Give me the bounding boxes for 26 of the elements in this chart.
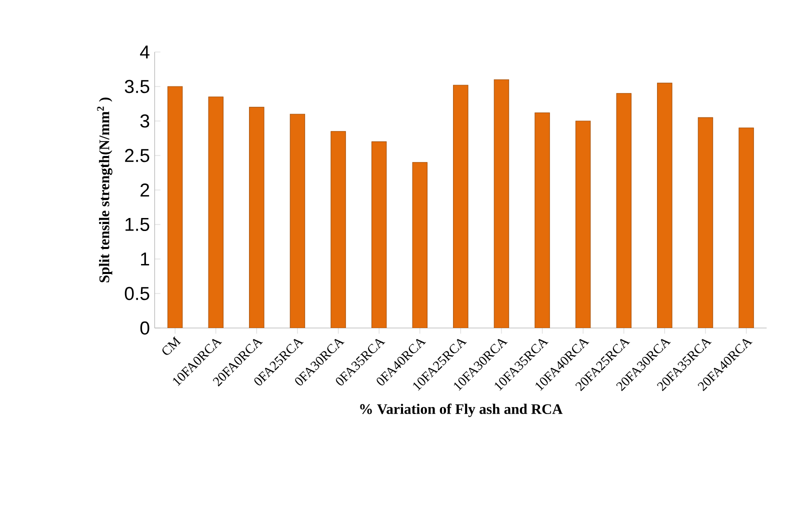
bar	[290, 114, 306, 328]
y-tick-label: 2.5	[125, 148, 150, 162]
y-tick-label: 0	[140, 321, 150, 335]
bar	[738, 128, 754, 328]
bar	[208, 96, 224, 328]
bar	[616, 93, 632, 328]
bar	[412, 162, 428, 328]
bar	[249, 106, 264, 328]
bar	[330, 131, 346, 328]
bar	[534, 112, 550, 328]
y-tick-label: 2	[140, 183, 150, 196]
y-tick-label: 4	[140, 46, 150, 58]
x-axis-title: % Variation of Fly ash and RCA	[360, 404, 563, 418]
bar	[657, 82, 672, 328]
bar	[494, 79, 510, 328]
bar	[371, 141, 387, 328]
bar	[575, 120, 591, 328]
y-tick-label: 3	[140, 114, 150, 128]
y-tick-label: 1	[141, 252, 150, 266]
y-tick-label: 1.5	[126, 218, 150, 231]
y-tick-label: 0.5	[124, 286, 150, 300]
bar	[453, 84, 468, 328]
y-tick-label: 3.5	[124, 80, 150, 94]
y-axis-title: Split tensile strength(N/mm$^{2}$ )	[97, 98, 112, 282]
bar	[698, 117, 714, 328]
bar	[167, 86, 183, 328]
